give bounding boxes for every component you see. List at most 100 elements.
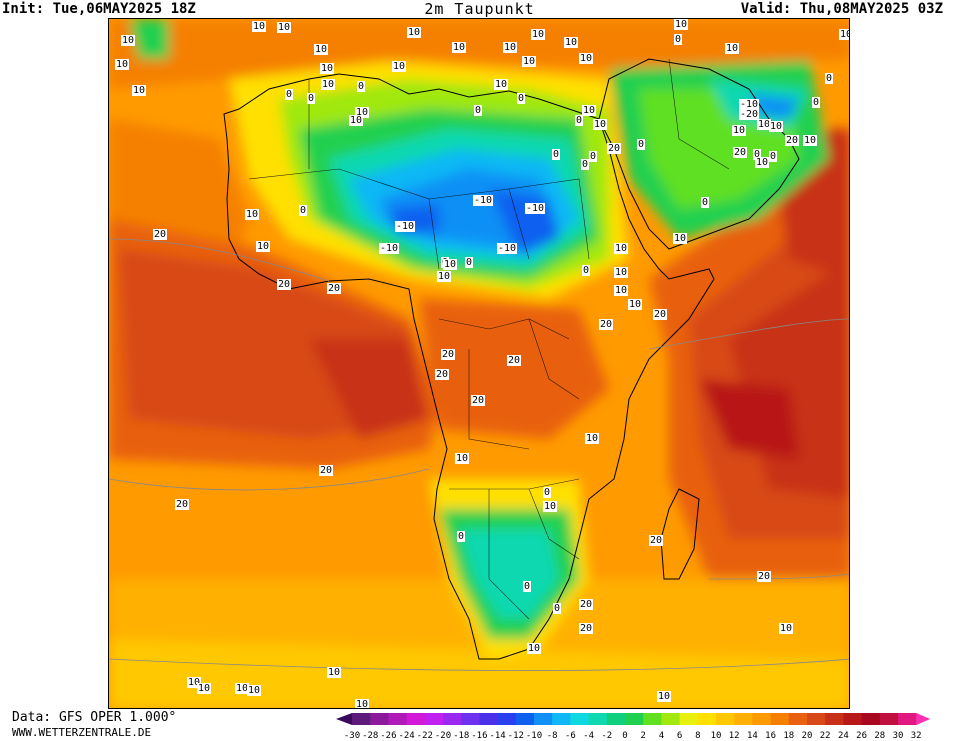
legend-swatch — [770, 713, 790, 725]
legend-swatch — [515, 713, 535, 725]
legend-swatch — [424, 713, 444, 725]
contour-label: 10 — [674, 19, 689, 30]
contour-label: 10 — [503, 42, 518, 53]
contour-label: 10 — [247, 685, 262, 696]
contour-label: 10 — [321, 79, 336, 90]
legend-tick: 24 — [838, 731, 849, 741]
legend-tick: 28 — [874, 731, 885, 741]
legend-tick: 0 — [622, 731, 627, 741]
contour-label: 10 — [522, 56, 537, 67]
legend-swatch — [497, 713, 517, 725]
legend-swatch — [606, 713, 626, 725]
dewpoint-map: 10 10 10 10 10 10 10 10 10 10 10 10 10 10 10 10 10 10 10 10… — [108, 18, 850, 709]
contour-label: 0 — [575, 115, 584, 126]
legend-tick: 26 — [856, 731, 867, 741]
contour-label: 20 — [471, 395, 486, 406]
legend-tick: -20 — [435, 731, 451, 741]
map-field — [109, 19, 849, 708]
contour-label: 10 — [614, 285, 629, 296]
contour-label: 10 — [614, 267, 629, 278]
contour-label: 20 — [607, 143, 622, 154]
legend-arrow-right — [916, 713, 931, 725]
contour-label: -10 — [739, 99, 760, 110]
contour-lines — [109, 238, 849, 671]
africa-coastline — [223, 73, 715, 660]
contour-label: 10 — [839, 29, 849, 40]
legend-tick: 12 — [729, 731, 740, 741]
contour-label: 0 — [457, 531, 466, 542]
legend-swatch — [879, 713, 899, 725]
contour-label: 10 — [564, 37, 579, 48]
legend-tick: -2 — [601, 731, 612, 741]
contour-label: 20 — [327, 283, 342, 294]
contour-label: 10 — [755, 157, 770, 168]
madagascar-coastline — [660, 488, 700, 580]
legend-tick: -22 — [417, 731, 433, 741]
legend-tick: 14 — [747, 731, 758, 741]
contour-label: 10 — [732, 125, 747, 136]
contour-label: 0 — [285, 89, 294, 100]
legend-tick: -6 — [565, 731, 576, 741]
contour-label: 0 — [581, 159, 590, 170]
contour-label: 10 — [121, 35, 136, 46]
legend-tick: -24 — [398, 731, 414, 741]
legend-swatch — [752, 713, 772, 725]
legend-tick: 22 — [820, 731, 831, 741]
legend-tick: -18 — [453, 731, 469, 741]
contour-label: 20 — [277, 279, 292, 290]
contour-label: 10 — [320, 63, 335, 74]
contour-label: 0 — [357, 81, 366, 92]
contour-label: 10 — [543, 501, 558, 512]
contour-label: 10 — [725, 43, 740, 54]
legend-swatch — [625, 713, 644, 725]
legend-tick: 8 — [695, 731, 700, 741]
contour-label: 20 — [175, 499, 190, 510]
legend-tick: 6 — [677, 731, 682, 741]
contour-label: 10 — [585, 433, 600, 444]
contour-label: 10 — [593, 119, 608, 130]
legend-swatch — [661, 713, 681, 725]
legend-swatch — [370, 713, 389, 725]
contour-label: 10 — [187, 677, 202, 688]
contour-label: 0 — [307, 93, 316, 104]
coastlines — [223, 58, 800, 660]
legend-swatch — [352, 713, 371, 725]
contour-label: 0 — [474, 105, 483, 116]
contour-label: 0 — [589, 151, 598, 162]
contour-label: 10 — [327, 667, 342, 678]
contour-label: 10 — [757, 119, 772, 130]
valid-time: Valid: Thu,08MAY2025 03Z — [740, 1, 943, 17]
contour-label: 10 — [614, 243, 629, 254]
contour-label: 0 — [465, 257, 474, 268]
contour-label: 0 — [825, 73, 834, 84]
legend-swatch — [807, 713, 826, 725]
contour-label: 10 — [803, 135, 818, 146]
legend-swatch — [552, 713, 571, 725]
contour-label: 10 — [527, 643, 542, 654]
legend-swatch — [443, 713, 462, 725]
contour-label: -10 — [395, 221, 416, 232]
contour-label: 20 — [507, 355, 522, 366]
contour-label: 20 — [441, 349, 456, 360]
contour-label: 10 — [455, 453, 470, 464]
legend-swatch — [843, 713, 863, 725]
contour-label: 10 — [628, 299, 643, 310]
arabia-coastline — [598, 58, 800, 250]
contour-label: 0 — [812, 97, 821, 108]
contour-label: 10 — [252, 21, 267, 32]
contour-label: 0 — [543, 487, 552, 498]
legend-swatch — [479, 713, 499, 725]
legend-swatch — [643, 713, 662, 725]
contour-label: 10 — [779, 623, 794, 634]
contour-label: 10 — [769, 121, 784, 132]
legend-swatch — [570, 713, 590, 725]
contour-label: 0 — [552, 149, 561, 160]
contour-label: -10 — [497, 243, 518, 254]
contour-label: 0 — [582, 265, 591, 276]
legend-tick: -28 — [362, 731, 378, 741]
contour-label: 20 — [599, 319, 614, 330]
data-source: Data: GFS OPER 1.000° — [12, 710, 177, 725]
contour-label: 20 — [733, 147, 748, 158]
contour-label: 0 — [299, 205, 308, 216]
legend-tick: 32 — [911, 731, 922, 741]
